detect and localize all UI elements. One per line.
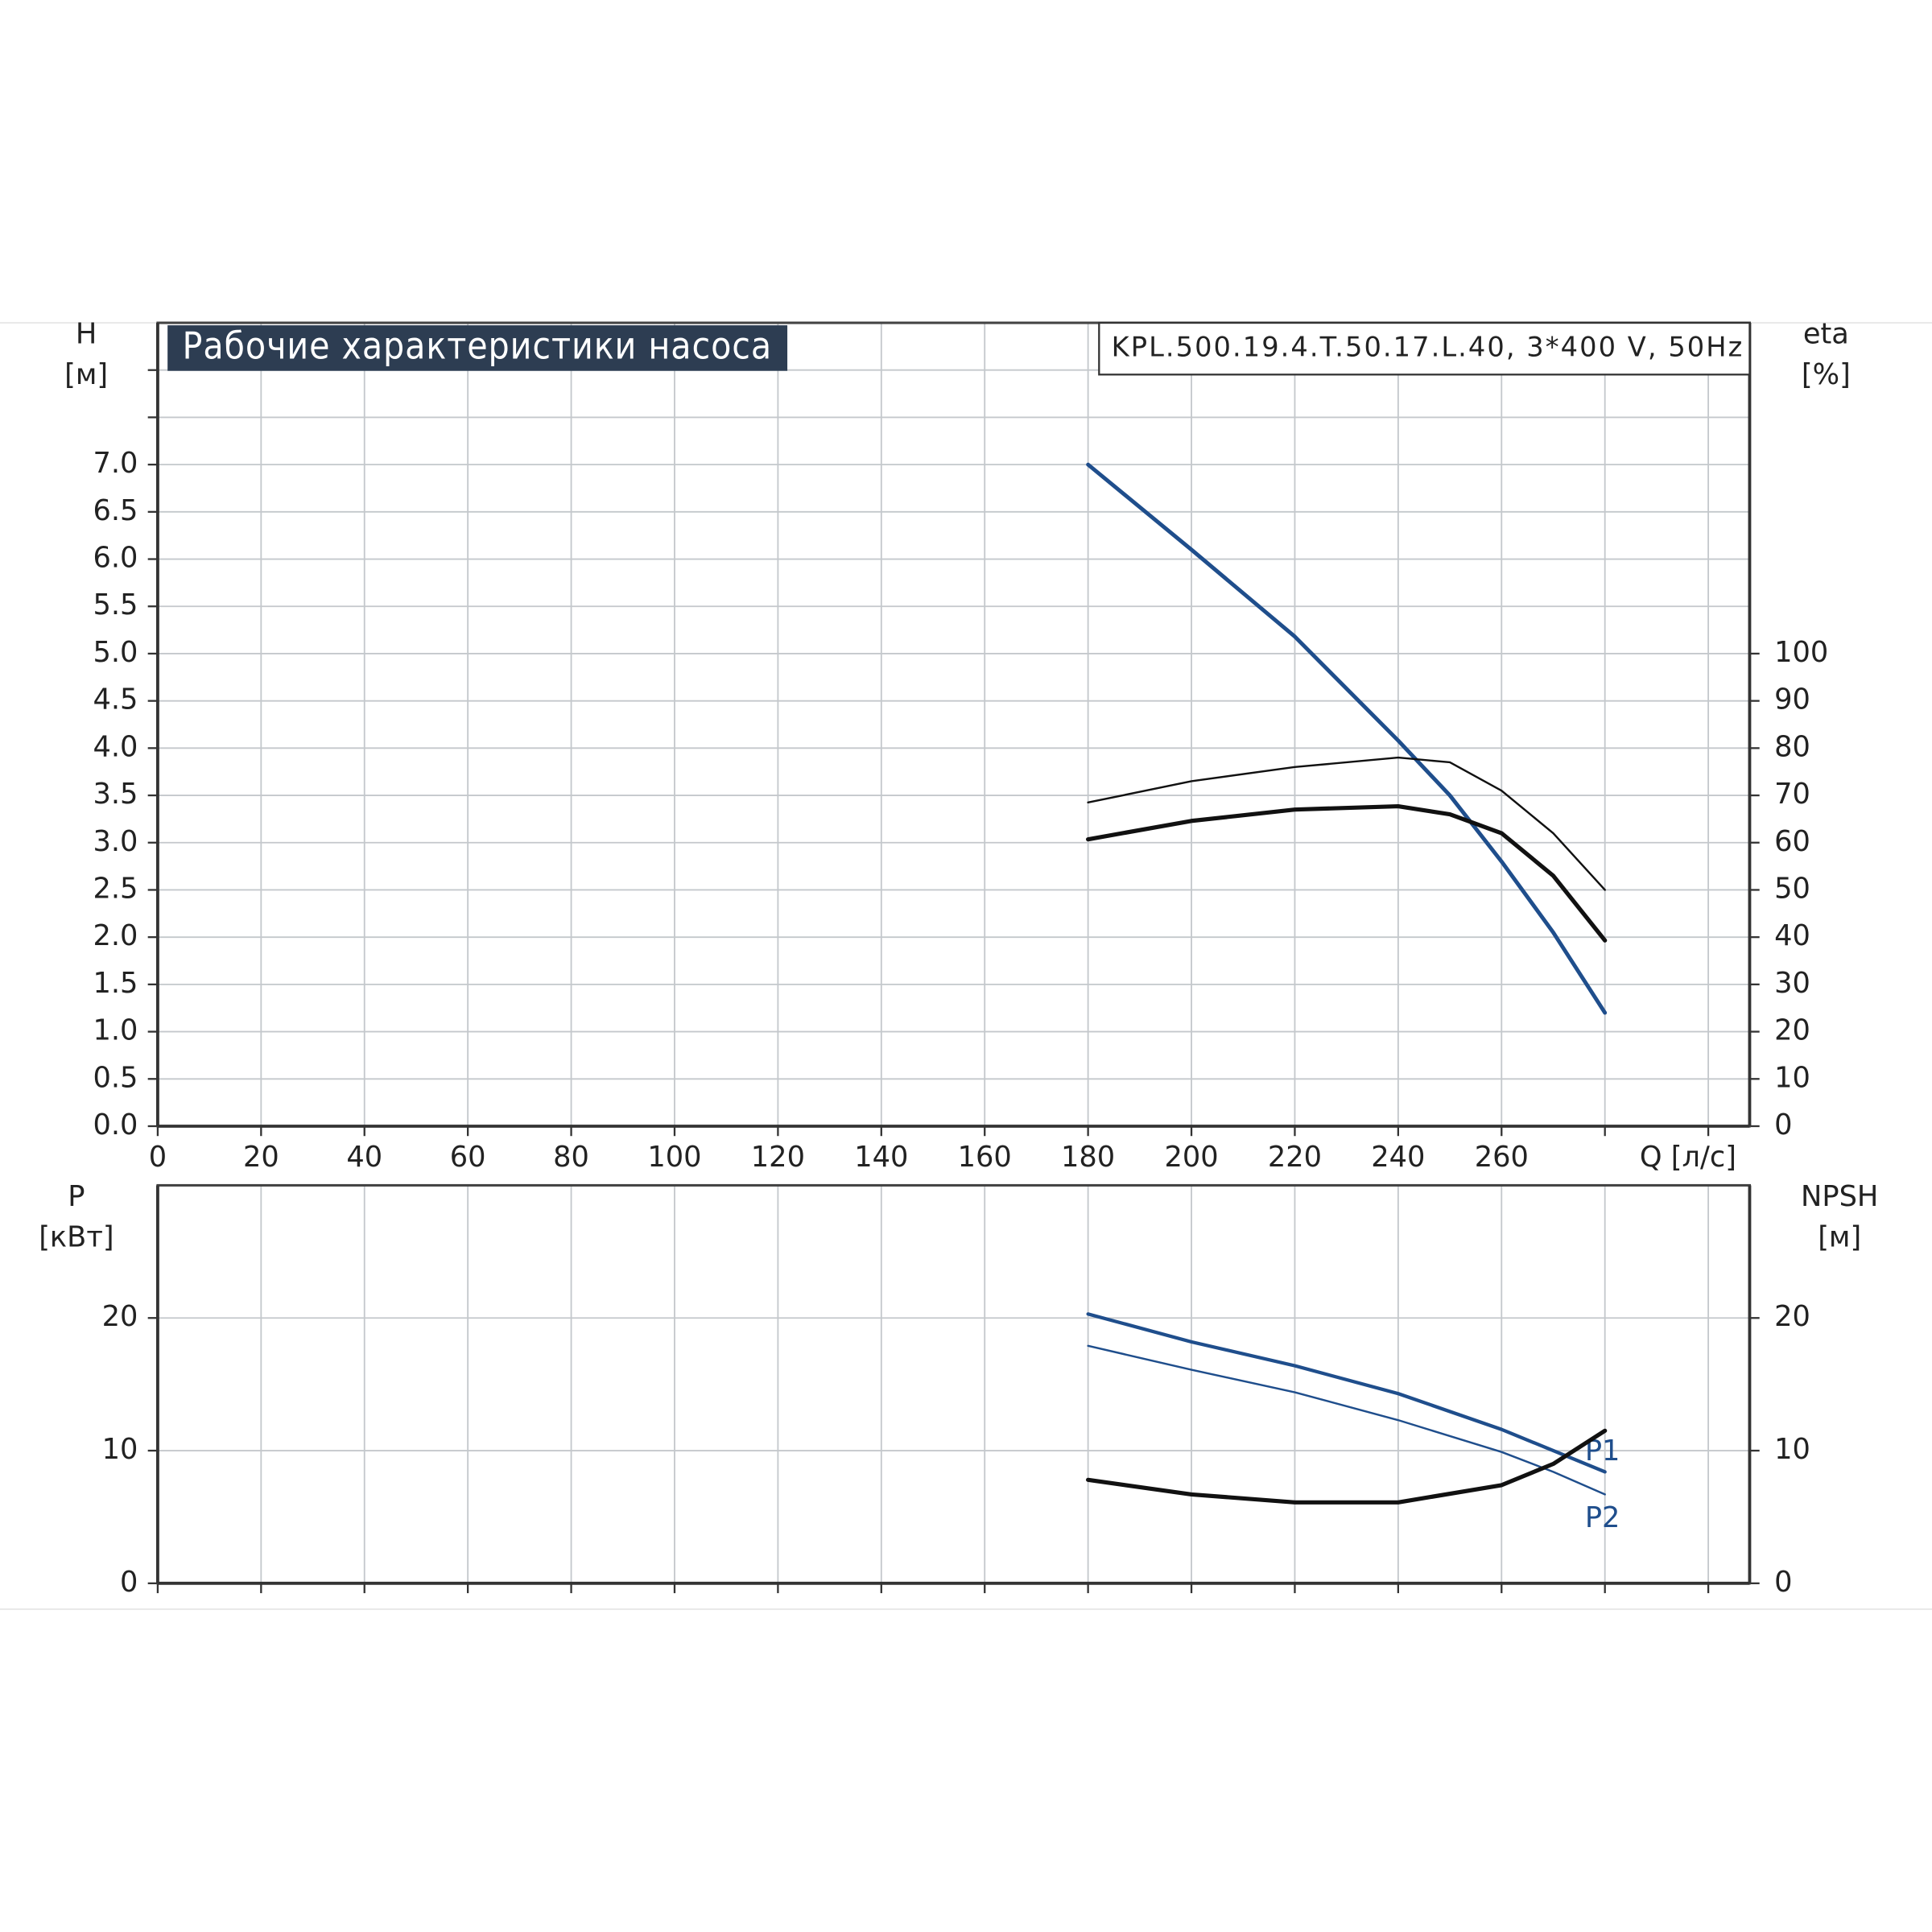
curve: [1086, 803, 1608, 943]
y2-tick-label: 70: [1774, 778, 1810, 811]
y2-tick-label: 100: [1774, 636, 1828, 669]
y-tick-label: 5.5: [93, 588, 138, 621]
model-box: [1098, 321, 1751, 376]
y-axis-label: [м]: [64, 358, 108, 391]
chart-title: Рабочие характеристики насоса: [183, 324, 772, 368]
y2-tick-label: 10: [1774, 1061, 1810, 1094]
y-tick-label: 2.0: [93, 919, 138, 952]
y-tick-label: 0.0: [93, 1108, 138, 1141]
y2-tick-label: 60: [1774, 825, 1810, 858]
plot-frame: [156, 1183, 1751, 1585]
y-tick-label: 20: [102, 1300, 138, 1333]
y-tick-label: 5.0: [93, 636, 138, 669]
curve: [1087, 1344, 1606, 1496]
y2-axis-label: [м]: [1818, 1220, 1861, 1253]
y2-axis-label: eta: [1803, 317, 1849, 350]
y-tick-label: 4.0: [93, 730, 138, 763]
y-tick-label: 6.0: [93, 542, 138, 575]
y-tick-label: 0.5: [93, 1061, 138, 1094]
y-tick-label: 3.5: [93, 778, 138, 811]
y-tick-label: 0: [120, 1566, 138, 1599]
y2-tick-label: 20: [1774, 1300, 1810, 1333]
y2-tick-label: 80: [1774, 730, 1810, 763]
x-tick-label: 180: [1061, 1141, 1115, 1174]
x-tick-label: 40: [346, 1141, 382, 1174]
x-tick-label: 260: [1475, 1141, 1529, 1174]
series-label: P2: [1585, 1501, 1620, 1534]
x-tick-label: 220: [1268, 1141, 1322, 1174]
title-box: [167, 325, 788, 371]
x-tick-label: 120: [751, 1141, 805, 1174]
y-axis-label: P: [68, 1180, 85, 1213]
curve: [1086, 1428, 1608, 1505]
y2-tick-label: 0: [1774, 1566, 1792, 1599]
curve: [1086, 1312, 1607, 1474]
y2-tick-label: 0: [1774, 1108, 1792, 1141]
y-tick-label: 4.5: [93, 683, 138, 716]
y2-tick-label: 30: [1774, 967, 1810, 1000]
y2-tick-label: 10: [1774, 1433, 1810, 1466]
y-tick-label: 1.5: [93, 967, 138, 1000]
y-axis-label: H: [76, 317, 97, 350]
x-tick-label: 200: [1164, 1141, 1218, 1174]
x-tick-label: 80: [553, 1141, 589, 1174]
y2-tick-label: 50: [1774, 872, 1810, 905]
x-tick-label: 140: [854, 1141, 908, 1174]
curve: [1087, 756, 1606, 891]
y2-axis-label: NPSH: [1801, 1180, 1878, 1213]
y-tick-label: 6.5: [93, 494, 138, 527]
y-tick-label: 10: [102, 1433, 138, 1466]
y-tick-label: 1.0: [93, 1014, 138, 1047]
y-tick-label: 3.0: [93, 825, 138, 858]
y2-tick-label: 40: [1774, 919, 1810, 952]
curve: [1086, 462, 1608, 1015]
y-axis-label: [кВт]: [39, 1220, 114, 1253]
y-tick-label: 7.0: [93, 447, 138, 480]
x-tick-label: 160: [958, 1141, 1012, 1174]
y2-tick-label: 20: [1774, 1014, 1810, 1047]
plot-frame: [156, 321, 1751, 1128]
x-tick-label: 60: [450, 1141, 486, 1174]
chart-subtitle: KPL.500.19.4.T.50.17.L.40, 3*400 V, 50Hz: [1112, 332, 1743, 363]
y2-tick-label: 90: [1774, 683, 1810, 716]
x-tick-label: 100: [647, 1141, 701, 1174]
x-tick-label: 240: [1371, 1141, 1425, 1174]
y2-axis-label: [%]: [1802, 358, 1851, 391]
x-axis-label: Q [л/с]: [1640, 1141, 1736, 1174]
x-tick-label: 20: [243, 1141, 279, 1174]
x-tick-label: 0: [149, 1141, 167, 1174]
y-tick-label: 2.5: [93, 872, 138, 905]
